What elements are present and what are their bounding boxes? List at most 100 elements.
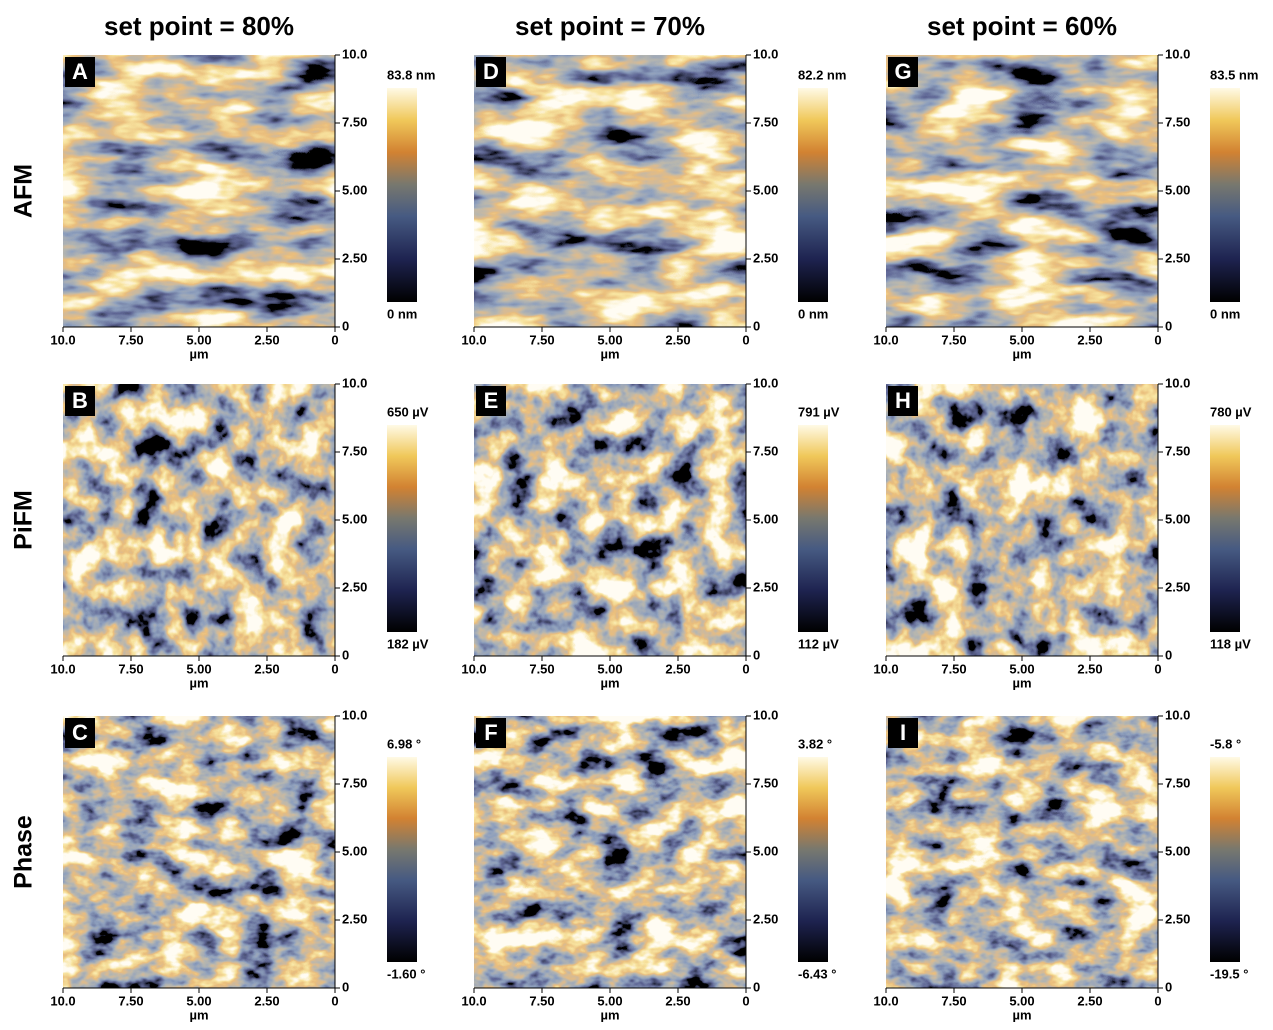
x-tick-label: 2.50	[1077, 993, 1102, 1008]
x-tick-label: 10.0	[873, 993, 898, 1008]
x-tick-label: 5.00	[597, 661, 622, 676]
x-tick-label: 7.50	[118, 993, 143, 1008]
y-tick-label: 10.0	[753, 46, 778, 61]
x-tick-label: 2.50	[254, 661, 279, 676]
image	[886, 716, 1158, 988]
y-tick-label: 5.00	[753, 843, 778, 858]
y-tick-label: 2.50	[1165, 579, 1190, 594]
x-tick-label: 10.0	[50, 332, 75, 347]
image	[63, 384, 335, 656]
y-tick-label: 10.0	[1165, 46, 1190, 61]
letter-badge	[888, 57, 918, 87]
colorbar-max: 791 µV	[798, 404, 840, 419]
colorbar-max: 6.98 °	[387, 736, 421, 751]
colorbar-min: -19.5 °	[1210, 966, 1248, 981]
x-tick-label: 7.50	[941, 993, 966, 1008]
colorbar-min: -1.60 °	[387, 966, 425, 981]
x-tick-label: 0	[1154, 661, 1161, 676]
colorbar	[1210, 88, 1240, 302]
image	[474, 55, 746, 327]
y-tick-label: 7.50	[753, 114, 778, 129]
y-tick-label: 0	[753, 979, 760, 994]
y-tick-label: 7.50	[753, 775, 778, 790]
x-tick-label: 7.50	[529, 661, 554, 676]
x-tick-label: 7.50	[941, 661, 966, 676]
y-tick-label: 0	[753, 318, 760, 333]
x-tick-label: 10.0	[461, 332, 486, 347]
x-tick-label: 0	[742, 993, 749, 1008]
x-tick-label: 5.00	[186, 661, 211, 676]
y-tick-label: 7.50	[1165, 443, 1190, 458]
y-tick-label: 5.00	[1165, 182, 1190, 197]
y-tick-label: 10.0	[342, 707, 367, 722]
letter-badge	[65, 386, 95, 416]
y-tick-label: 2.50	[1165, 250, 1190, 265]
y-tick-label: 5.00	[342, 843, 367, 858]
x-tick-label: 7.50	[529, 332, 554, 347]
x-tick-label: 10.0	[461, 993, 486, 1008]
y-tick-label: 7.50	[342, 443, 367, 458]
column-title: set point = 60%	[927, 11, 1117, 41]
y-tick-label: 10.0	[753, 707, 778, 722]
y-tick-label: 10.0	[1165, 375, 1190, 390]
letter-badge	[476, 718, 506, 748]
y-tick-label: 0	[1165, 318, 1172, 333]
colorbar-min: 182 µV	[387, 636, 429, 651]
x-tick-label: 7.50	[118, 661, 143, 676]
y-tick-label: 5.00	[342, 511, 367, 526]
x-tick-label: 7.50	[941, 332, 966, 347]
x-tick-label: 2.50	[665, 332, 690, 347]
x-tick-label: 0	[742, 661, 749, 676]
x-tick-label: 0	[331, 661, 338, 676]
y-tick-label: 7.50	[342, 775, 367, 790]
colorbar-min: -6.43 °	[798, 966, 836, 981]
panel-letter: G	[894, 59, 911, 84]
colorbar	[798, 425, 828, 632]
x-tick-label: 2.50	[1077, 661, 1102, 676]
image	[474, 384, 746, 656]
x-tick-label: 10.0	[50, 661, 75, 676]
x-tick-label: 0	[1154, 332, 1161, 347]
x-tick-label: 2.50	[665, 993, 690, 1008]
y-tick-label: 5.00	[1165, 843, 1190, 858]
y-tick-label: 2.50	[342, 579, 367, 594]
x-tick-label: 7.50	[529, 993, 554, 1008]
panel-letter: H	[895, 388, 911, 413]
y-tick-label: 7.50	[753, 443, 778, 458]
x-tick-label: 5.00	[597, 332, 622, 347]
letter-badge	[476, 57, 506, 87]
colorbar-min: 0 nm	[798, 306, 828, 321]
colorbar-max: -5.8 °	[1210, 736, 1241, 751]
colorbar-max: 83.5 nm	[1210, 67, 1258, 82]
column-title: set point = 70%	[515, 11, 705, 41]
y-tick-label: 10.0	[342, 375, 367, 390]
colorbar-min: 112 µV	[798, 636, 839, 651]
y-tick-label: 0	[342, 647, 349, 662]
panel-letter: D	[483, 59, 499, 84]
panel-letter: C	[72, 720, 88, 745]
panel-letter: I	[900, 720, 906, 745]
y-tick-label: 7.50	[342, 114, 367, 129]
x-tick-label: 5.00	[186, 332, 211, 347]
x-axis-unit: µm	[1012, 346, 1031, 361]
colorbar	[798, 757, 828, 962]
y-tick-label: 2.50	[342, 911, 367, 926]
y-tick-label: 0	[342, 318, 349, 333]
x-tick-label: 2.50	[254, 332, 279, 347]
row-label: PiFM	[10, 490, 38, 550]
x-axis-unit: µm	[600, 346, 619, 361]
panel-letter: E	[484, 388, 499, 413]
y-tick-label: 10.0	[342, 46, 367, 61]
x-tick-label: 0	[742, 332, 749, 347]
colorbar-max: 780 µV	[1210, 404, 1252, 419]
colorbar	[798, 88, 828, 302]
x-tick-label: 2.50	[254, 993, 279, 1008]
x-tick-label: 0	[331, 993, 338, 1008]
y-tick-label: 10.0	[753, 375, 778, 390]
x-tick-label: 5.00	[1009, 661, 1034, 676]
x-tick-label: 0	[1154, 993, 1161, 1008]
colorbar	[1210, 757, 1240, 962]
letter-badge	[888, 718, 918, 748]
